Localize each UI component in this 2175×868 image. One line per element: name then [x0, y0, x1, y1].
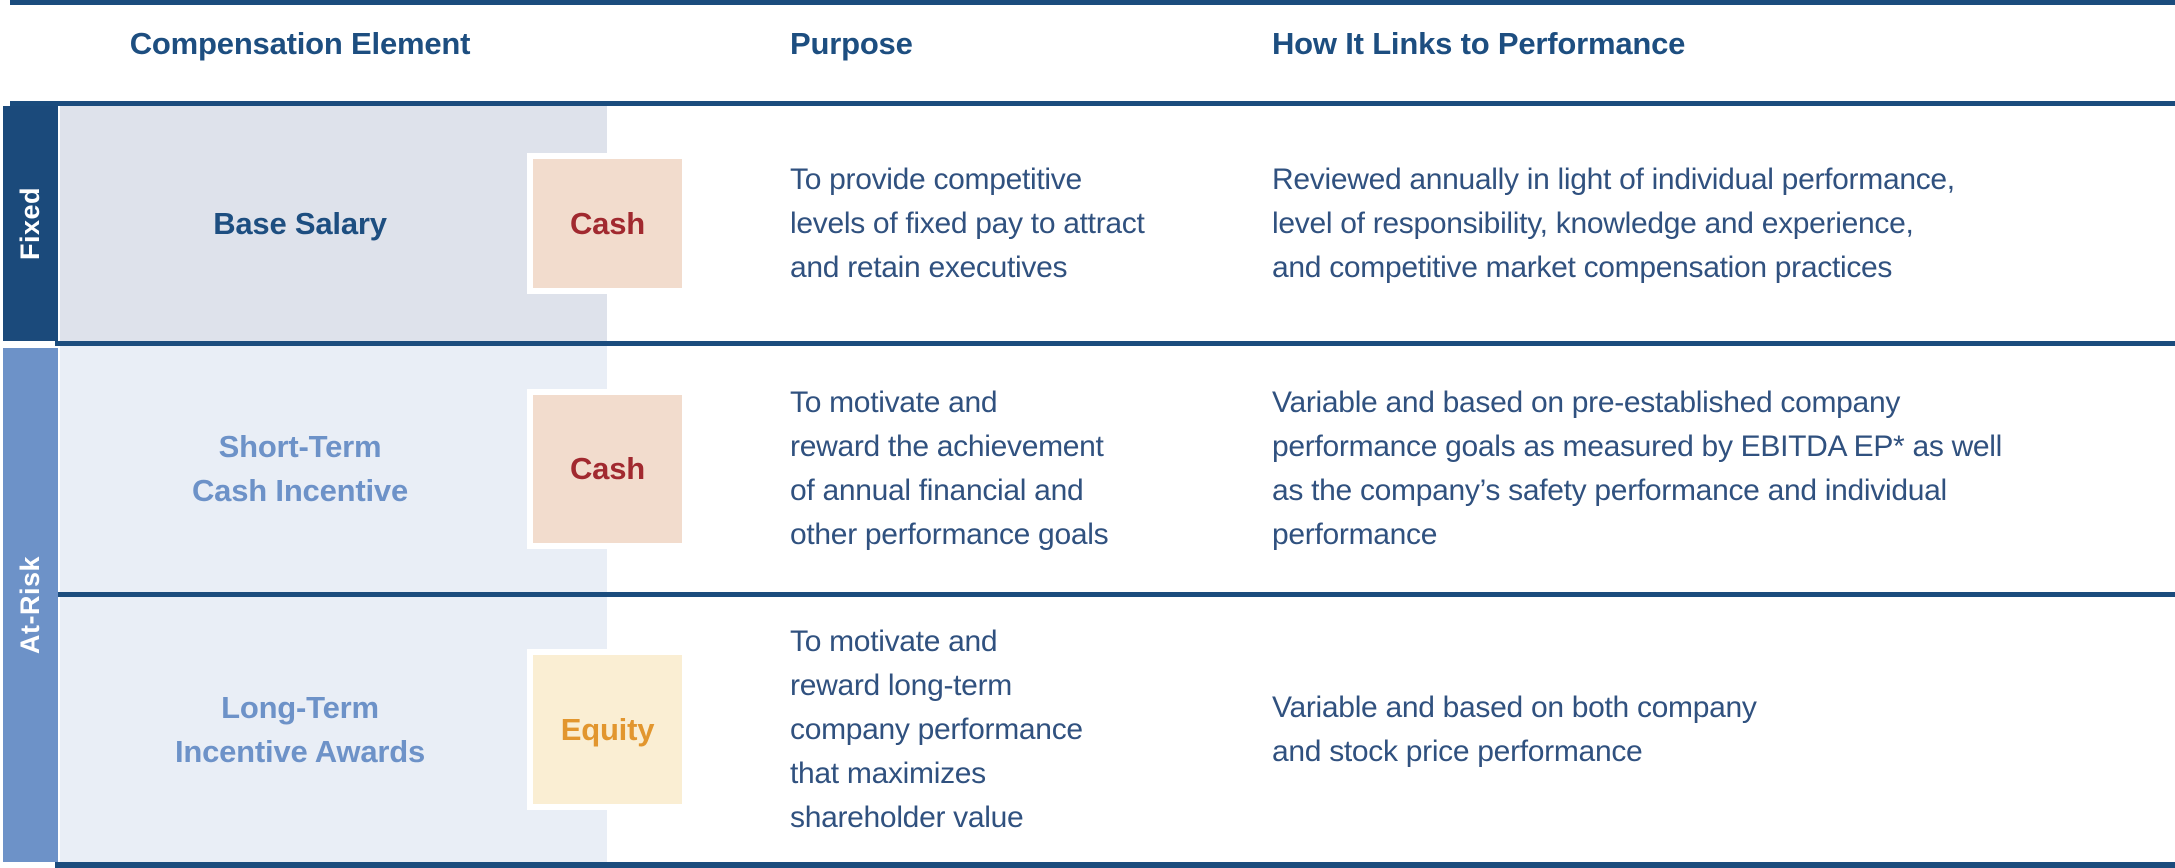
column-header-how-it-links: How It Links to Performance	[1272, 26, 1686, 61]
row-separator-2	[55, 592, 2175, 597]
purpose-cell: To motivate and reward the achievement o…	[790, 386, 1109, 551]
type-badge-wrap: Cash	[527, 106, 688, 341]
top-rule	[10, 0, 2175, 5]
type-badge-wrap: Cash	[527, 346, 688, 592]
purpose-cell: To motivate and reward long-term company…	[790, 624, 1083, 834]
column-header-purpose: Purpose	[790, 26, 913, 61]
type-badge-wrap: Equity	[527, 597, 688, 862]
element-label-short-term-cash-incentive: Short-Term Cash Incentive	[191, 429, 408, 508]
table-row-short-term-cash-incentive: Short-Term Cash Incentive Cash To motiva…	[0, 346, 2175, 592]
purpose-cell: To provide competitive levels of fixed p…	[790, 162, 1145, 284]
sidebar-group-fixed: Fixed	[3, 106, 58, 341]
table-row-base-salary: Base Salary Cash To provide competitive …	[0, 106, 2175, 341]
table-row-long-term-incentive-awards: Long-Term Incentive Awards Equity To mot…	[0, 597, 2175, 862]
element-column-background	[60, 106, 607, 341]
bottom-rule	[55, 862, 2175, 868]
cash-badge: Cash	[527, 153, 688, 294]
header-separator-rule	[10, 101, 2175, 106]
element-label-long-term-incentive-awards: Long-Term Incentive Awards	[174, 689, 426, 769]
equity-badge: Equity	[527, 649, 688, 810]
performance-link-cell: Variable and based on pre-established co…	[1272, 386, 2003, 551]
cash-badge: Cash	[527, 389, 688, 549]
element-column-background	[60, 346, 607, 592]
element-column-background	[60, 597, 607, 862]
sidebar-group-at-risk: At-Risk	[3, 348, 58, 862]
performance-link-cell: Variable and based on both company and s…	[1272, 690, 1757, 768]
performance-link-cell: Reviewed annually in light of individual…	[1272, 162, 1955, 284]
element-label-base-salary: Base Salary	[213, 205, 387, 241]
row-separator-1	[55, 341, 2175, 346]
column-header-compensation-element: Compensation Element	[129, 26, 471, 61]
